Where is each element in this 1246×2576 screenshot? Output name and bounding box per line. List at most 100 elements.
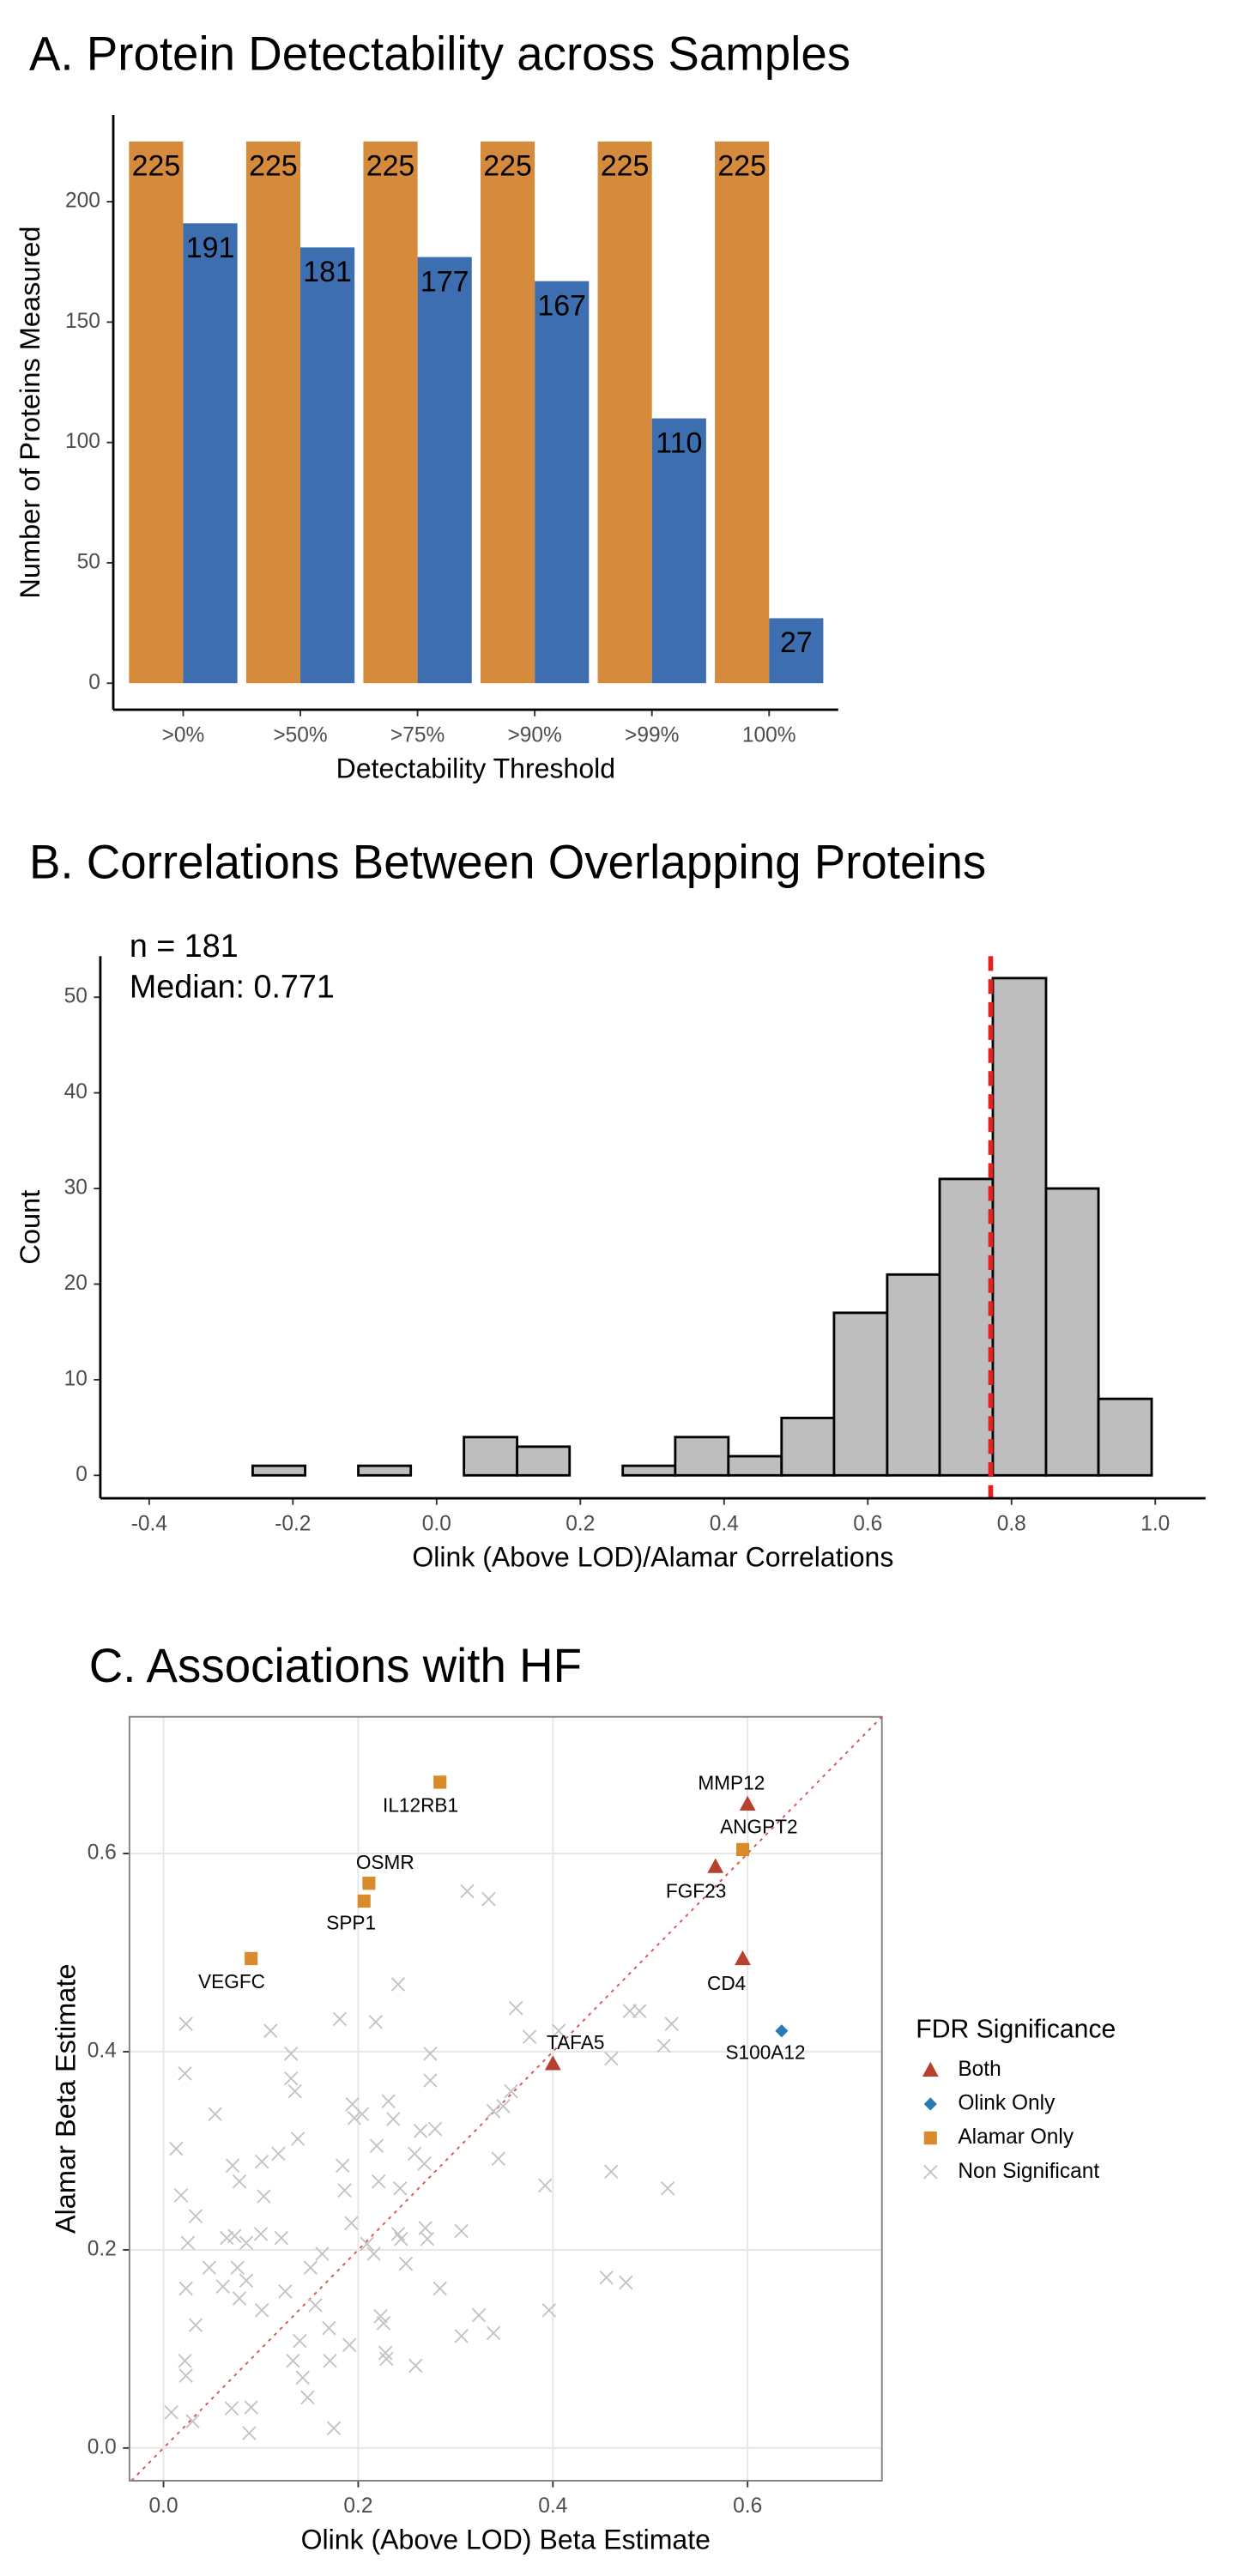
point	[242, 2426, 257, 2440]
point	[188, 2209, 203, 2223]
bar	[417, 257, 472, 684]
histogram-bar	[832, 1311, 889, 1477]
bar	[245, 141, 301, 684]
point	[215, 2279, 230, 2294]
point	[522, 2029, 537, 2045]
point	[263, 2023, 278, 2039]
point	[283, 2071, 299, 2086]
point	[486, 2325, 501, 2341]
point	[293, 2333, 307, 2349]
legend-marker	[923, 2164, 938, 2180]
chart-title: B. Correlations Between Overlapping Prot…	[29, 835, 986, 888]
point	[254, 2154, 269, 2169]
histogram-bar	[1044, 1187, 1100, 1477]
point	[254, 2303, 269, 2318]
point	[735, 1842, 750, 1857]
point	[244, 2400, 258, 2415]
point	[423, 2046, 438, 2061]
bar	[535, 281, 590, 684]
y-tick-label: 0.0	[88, 2435, 117, 2458]
point	[295, 2370, 310, 2386]
x-tick-label: 0.6	[733, 2494, 762, 2518]
x-axis-label: Detectability Threshold	[336, 753, 615, 783]
x-tick-label: -0.2	[275, 1512, 311, 1535]
point	[303, 2260, 318, 2276]
point	[775, 2024, 789, 2038]
point	[599, 2270, 614, 2285]
histogram-bar	[1097, 1397, 1153, 1477]
point	[227, 2228, 242, 2244]
histogram-bar	[463, 1436, 519, 1477]
point	[342, 2337, 357, 2353]
point	[423, 2073, 438, 2088]
y-tick-label: 0	[88, 671, 100, 694]
point	[504, 2083, 518, 2099]
point	[538, 2178, 553, 2193]
point	[660, 2180, 675, 2196]
histogram-bar	[674, 1436, 730, 1477]
point	[454, 2329, 469, 2343]
point	[619, 2275, 633, 2290]
point	[208, 2107, 222, 2122]
x-tick-label: 0.6	[853, 1512, 882, 1535]
point	[300, 2390, 315, 2405]
point	[427, 2121, 443, 2137]
histogram-bar	[357, 1464, 413, 1477]
x-tick-label: -0.4	[131, 1512, 167, 1535]
y-tick-label: 0.4	[88, 2039, 117, 2062]
y-tick-label: 40	[64, 1080, 88, 1104]
point	[286, 2353, 300, 2368]
x-tick-label: >99%	[625, 723, 679, 747]
data-label: 191	[186, 232, 235, 264]
point	[413, 2124, 428, 2138]
data-label: 181	[303, 256, 352, 288]
legend-title: FDR Significance	[916, 2014, 1116, 2043]
y-axis-label: Count	[15, 1190, 45, 1265]
point	[378, 2345, 393, 2361]
point	[326, 2421, 342, 2436]
data-label: 225	[483, 149, 532, 182]
point	[394, 2231, 408, 2246]
point	[271, 2146, 286, 2162]
point	[178, 2353, 192, 2368]
annotation: n = 181	[130, 928, 239, 964]
point	[460, 1884, 475, 1899]
x-tick-label: 0.4	[538, 2494, 567, 2518]
y-tick-label: 50	[64, 985, 88, 1008]
data-label: 110	[656, 426, 702, 459]
point	[541, 2303, 556, 2318]
point	[360, 2236, 374, 2252]
point	[481, 1891, 496, 1907]
point	[508, 2000, 523, 2016]
y-tick-label: 20	[64, 1272, 88, 1295]
point	[354, 2107, 370, 2122]
point	[372, 2174, 386, 2189]
bar	[597, 141, 652, 684]
x-tick-label: >90%	[507, 723, 561, 747]
point	[707, 1858, 724, 1873]
legend-label: Non Significant	[958, 2160, 1099, 2183]
data-label: 225	[132, 149, 181, 182]
point-label: CD4	[707, 1972, 747, 1994]
x-axis-label: Olink (Above LOD) Beta Estimate	[301, 2524, 711, 2555]
y-tick-label: 30	[64, 1176, 88, 1199]
chart-title: C. Associations with HF	[89, 1638, 582, 1691]
point	[173, 2188, 189, 2203]
point	[454, 2223, 469, 2239]
point	[232, 2291, 247, 2306]
point	[278, 2284, 293, 2299]
point	[239, 2273, 254, 2289]
point	[390, 1977, 406, 1992]
point-label: OSMR	[356, 1851, 414, 1873]
point-label: MMP12	[698, 1771, 765, 1793]
point	[202, 2260, 217, 2276]
bar	[183, 223, 238, 684]
point	[604, 2164, 619, 2180]
point	[551, 2023, 566, 2039]
point	[336, 2158, 350, 2174]
point	[398, 2256, 414, 2271]
point	[433, 1775, 447, 1789]
point	[178, 2281, 193, 2296]
data-label: 167	[537, 289, 586, 322]
